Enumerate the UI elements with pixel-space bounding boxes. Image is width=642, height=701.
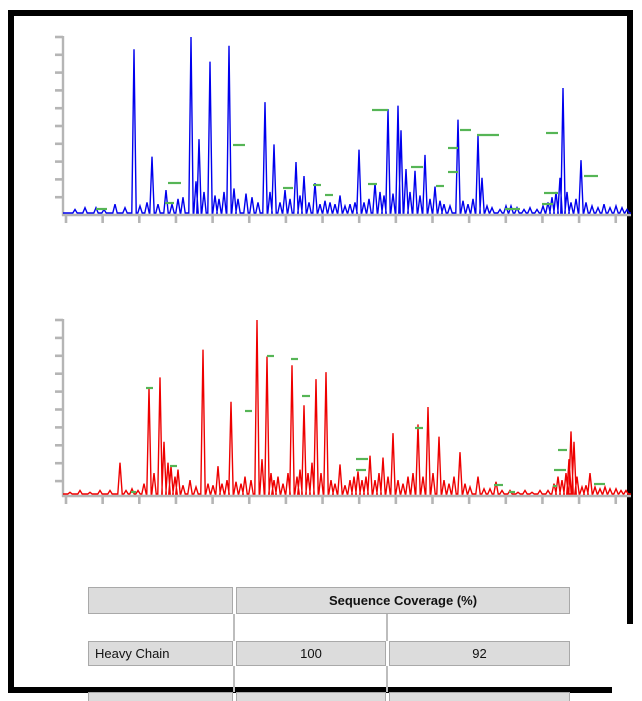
table-partial-row-cell (88, 692, 233, 701)
chromatogram-bottom-trace (63, 319, 631, 495)
figure-border (8, 10, 633, 693)
table-column-divider (386, 614, 388, 641)
table-partial-row-cell (236, 692, 386, 701)
bottom-right-white-notch (612, 624, 642, 701)
table-header-sequence-coverage-cell: Sequence Coverage (%) (236, 587, 570, 614)
table-cell-heavy-chain-value-1: 100 (236, 641, 386, 666)
table-partial-row-cell (389, 692, 570, 701)
table-row-label-heavy-chain: Heavy Chain (88, 641, 233, 666)
table-header-corner-cell (88, 587, 233, 614)
table-column-divider (233, 666, 235, 692)
table-column-divider (233, 614, 235, 641)
table-cell-heavy-chain-value-2: 92 (389, 641, 570, 666)
table-column-divider (386, 666, 388, 692)
chromatogram-top-trace (63, 36, 631, 214)
